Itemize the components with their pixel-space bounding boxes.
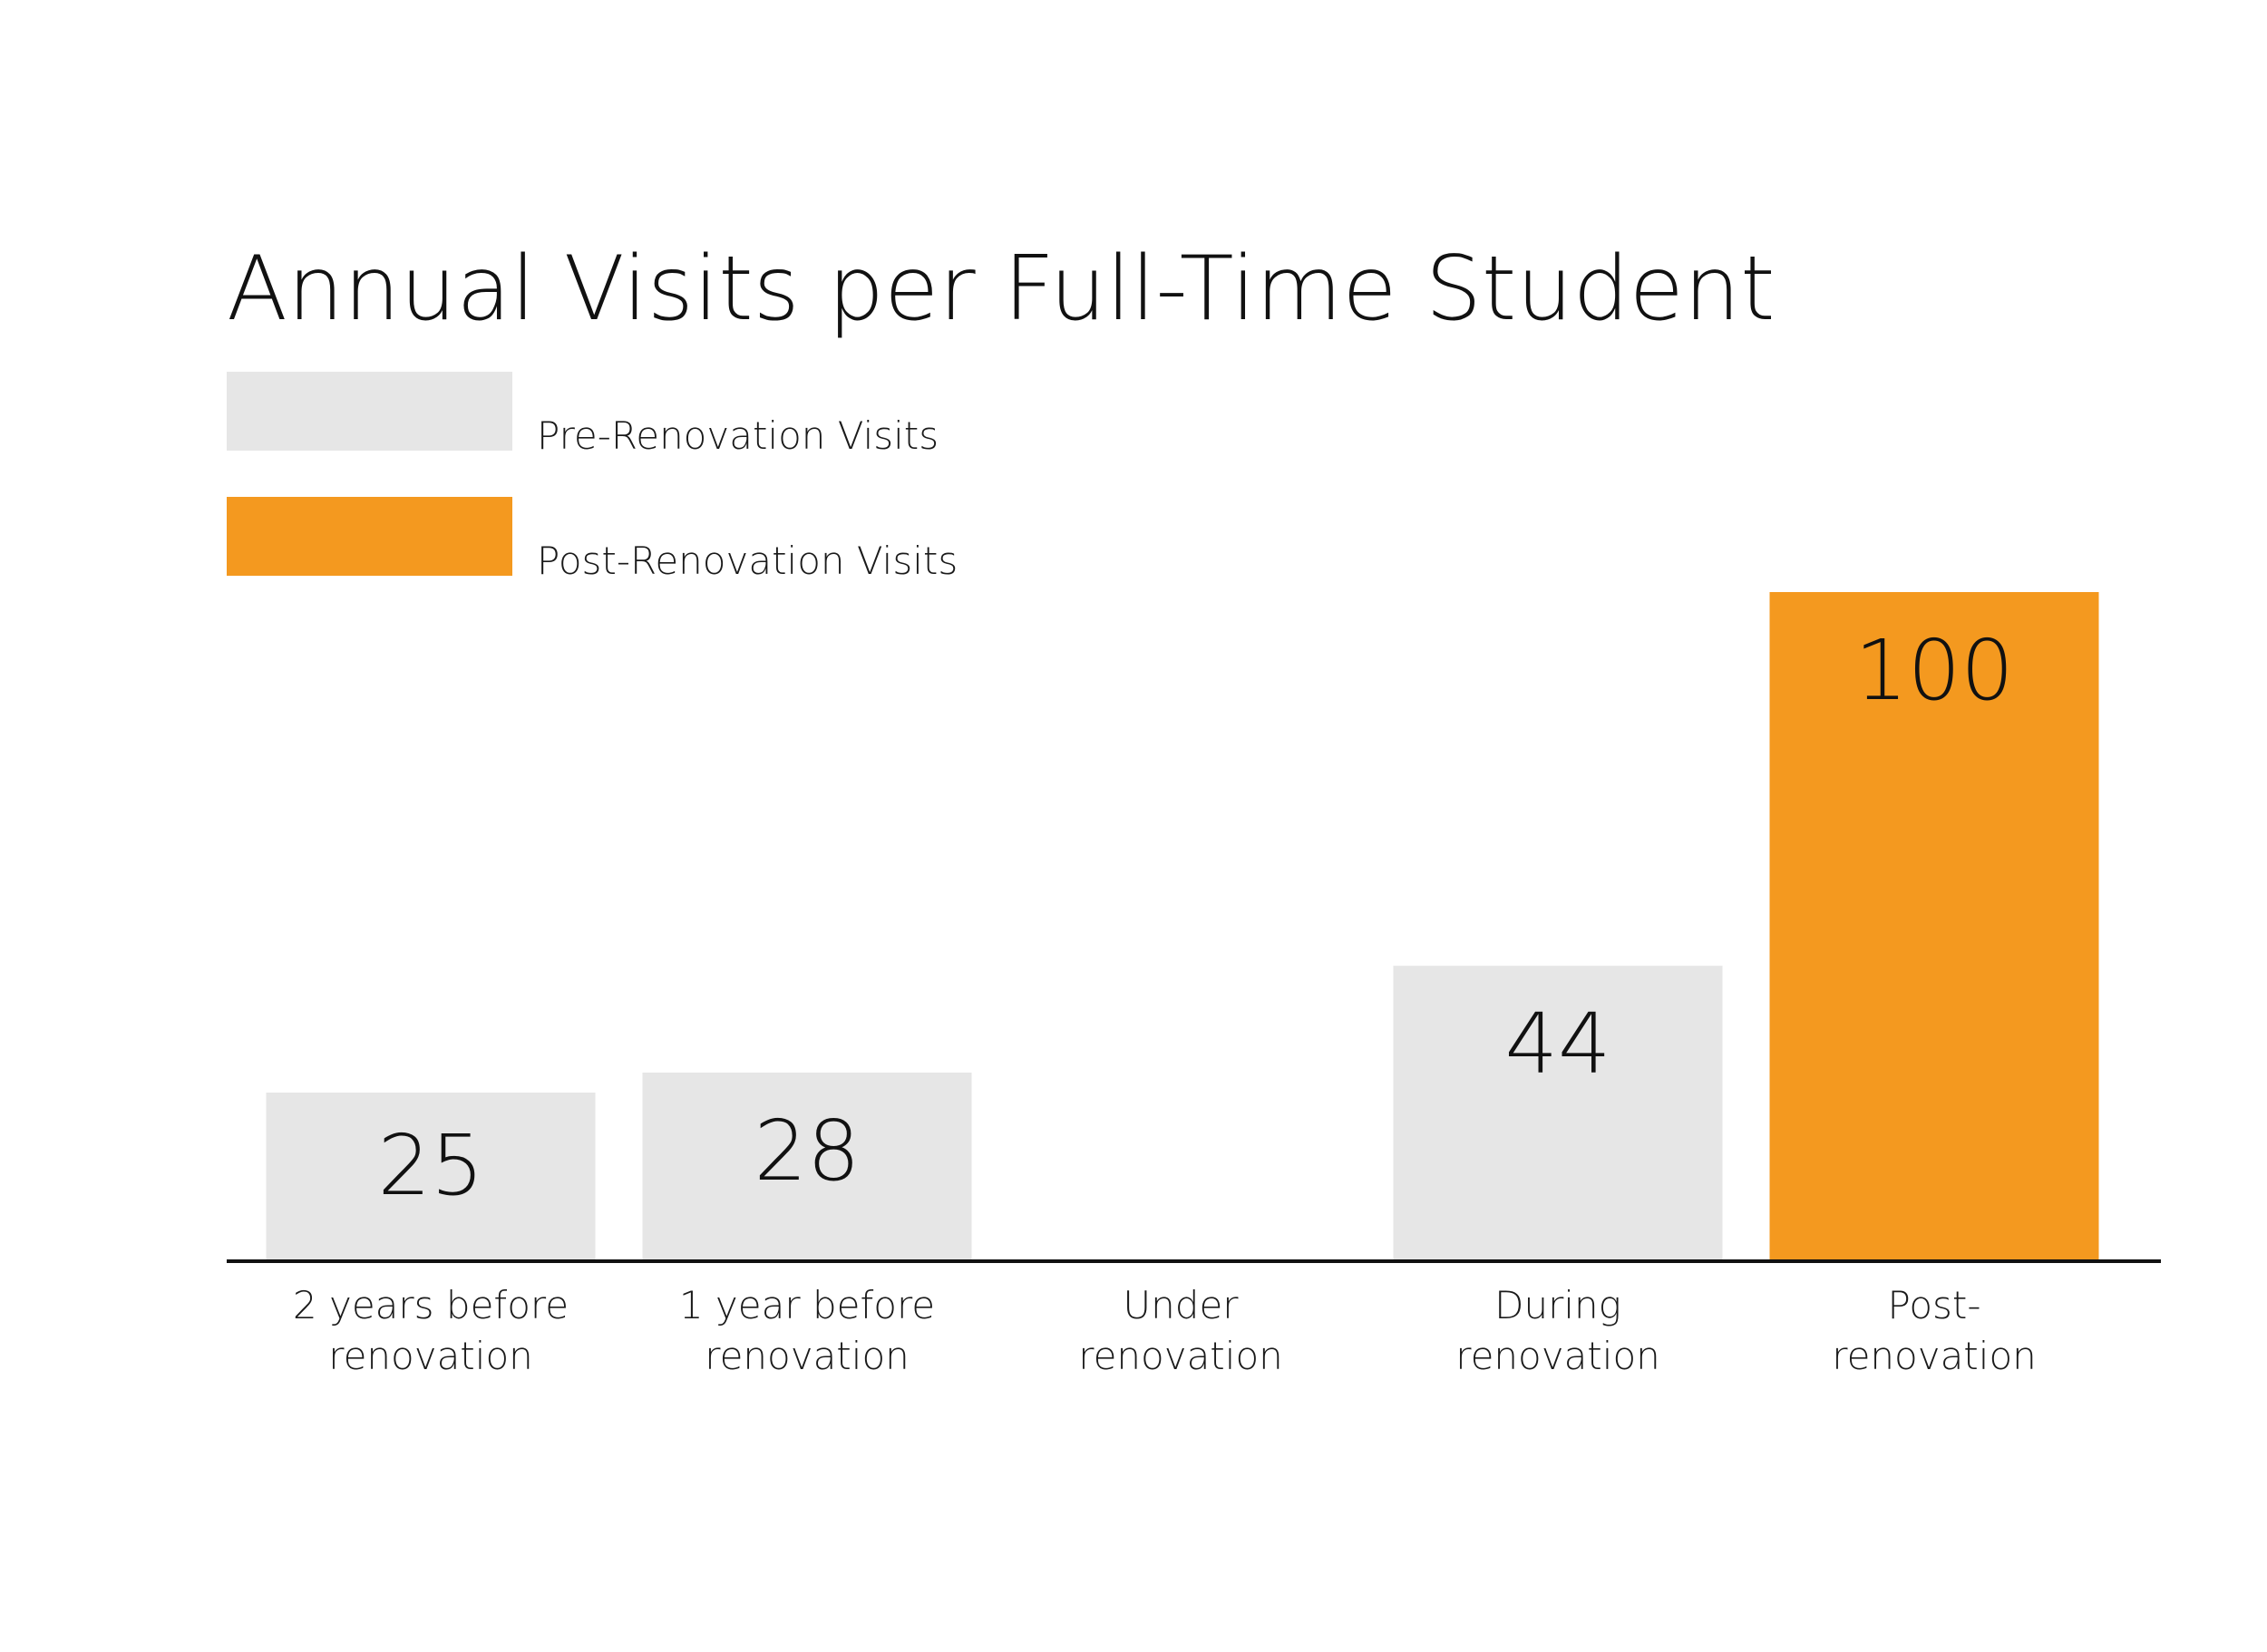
legend-swatch-post-renovation xyxy=(227,497,512,576)
bars-group xyxy=(266,592,2099,1259)
data-label-1: 25 xyxy=(377,1117,483,1214)
chart-title: Annual Visits per Full-Time Student xyxy=(227,238,1776,341)
bar-5 xyxy=(1769,592,2099,1259)
bar-4 xyxy=(1393,966,1723,1259)
category-label-1-line-1: 2 years before xyxy=(293,1283,569,1327)
value-labels-group: 25 28 44 100 xyxy=(377,622,2013,1214)
category-label-4-line-2: renovation xyxy=(1455,1334,1660,1378)
bar-1 xyxy=(266,1093,596,1259)
category-label-4-line-1: During xyxy=(1494,1283,1621,1327)
category-label-5-line-1: Post- xyxy=(1887,1283,1980,1327)
category-label-1-line-2: renovation xyxy=(328,1334,533,1378)
data-label-4: 44 xyxy=(1504,996,1610,1093)
category-labels-group: 2 years before renovation 1 year before ren… xyxy=(293,1283,2037,1378)
legend-label-post-renovation: Post-Renovation Visits xyxy=(537,539,958,583)
data-label-2: 28 xyxy=(754,1103,860,1200)
category-label-2-line-1: 1 year before xyxy=(679,1283,935,1327)
legend: Pre-Renovation Visits Post-Renovation Vi… xyxy=(227,372,958,583)
data-label-5: 100 xyxy=(1854,622,2014,719)
category-label-3-line-2: renovation xyxy=(1078,1334,1283,1378)
legend-label-pre-renovation: Pre-Renovation Visits xyxy=(537,413,939,458)
category-label-5-line-2: renovation xyxy=(1832,1334,2037,1378)
bar-2 xyxy=(642,1072,972,1259)
category-label-3-line-1: Under xyxy=(1123,1283,1239,1327)
category-label-2-line-2: renovation xyxy=(705,1334,910,1378)
legend-swatch-pre-renovation xyxy=(227,372,512,451)
